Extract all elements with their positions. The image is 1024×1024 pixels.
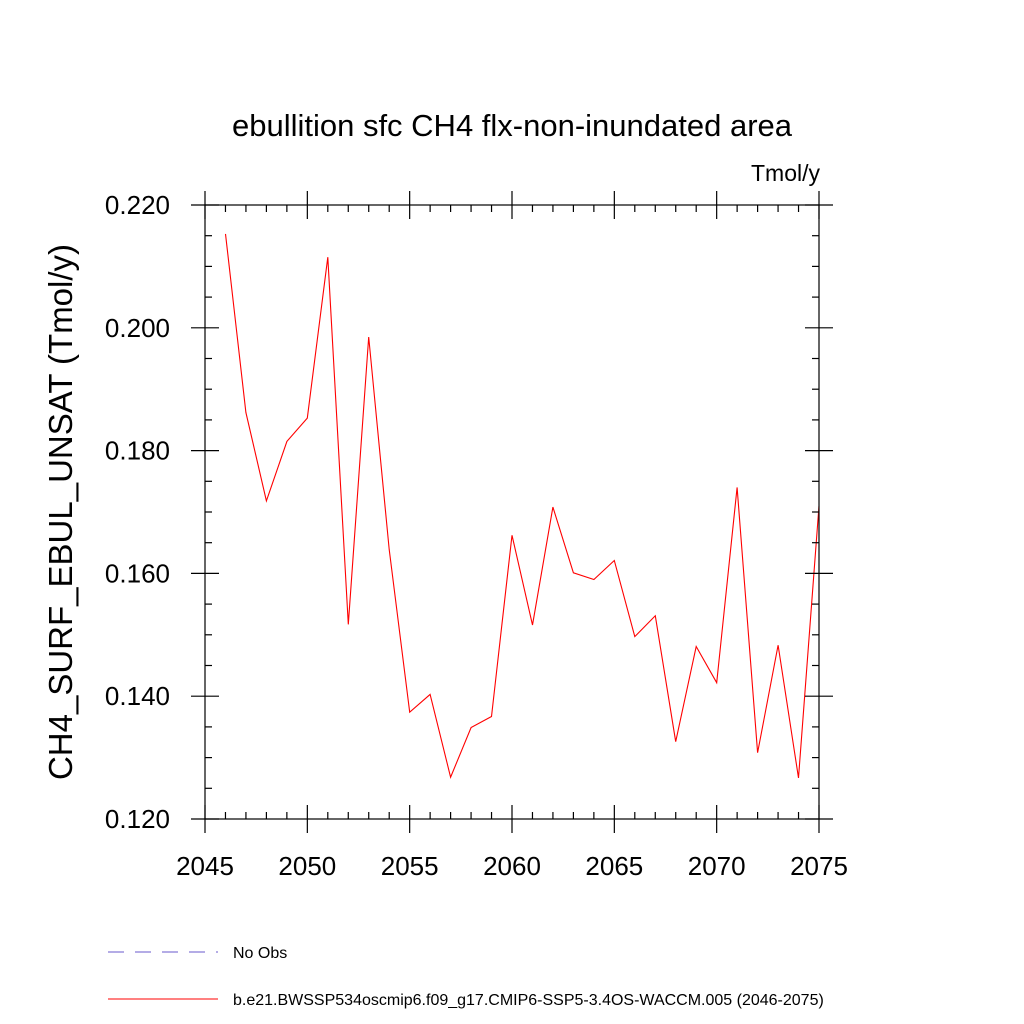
x-tick-label: 2055	[381, 851, 439, 881]
plot-area: 2045 2050 2055 2060 2065 2070 2075 0.120 0.140 0.…	[105, 190, 848, 881]
legend: No Obs b.e21.BWSSP534oscmip6.f09_g17.CMIP…	[108, 945, 824, 1009]
series-line	[224, 233, 820, 779]
x-tick-label: 2060	[483, 851, 541, 881]
chart-title: ebullition sfc CH4 flx-non-inundated are…	[232, 108, 793, 143]
y-tick-label: 0.180	[105, 436, 170, 466]
x-tick-label: 2045	[176, 851, 234, 881]
y-tick-label: 0.140	[105, 681, 170, 711]
x-tick-label: 2065	[585, 851, 643, 881]
y-tick-label: 0.160	[105, 558, 170, 588]
units-label: Tmol/y	[751, 160, 821, 186]
x-tick-label: 2075	[790, 851, 848, 881]
y-tick-label: 0.200	[105, 313, 170, 343]
legend-label: No Obs	[233, 945, 287, 962]
y-tick-label: 0.120	[105, 804, 170, 834]
plot-frame	[204, 204, 820, 820]
y-axis-label: CH4_SURF_EBUL_UNSAT (Tmol/y)	[42, 244, 79, 780]
legend-label: b.e21.BWSSP534oscmip6.f09_g17.CMIP6-SSP5…	[233, 992, 824, 1009]
x-tick-label: 2070	[688, 851, 746, 881]
x-tick-label: 2050	[278, 851, 336, 881]
y-tick-label: 0.220	[105, 190, 170, 220]
